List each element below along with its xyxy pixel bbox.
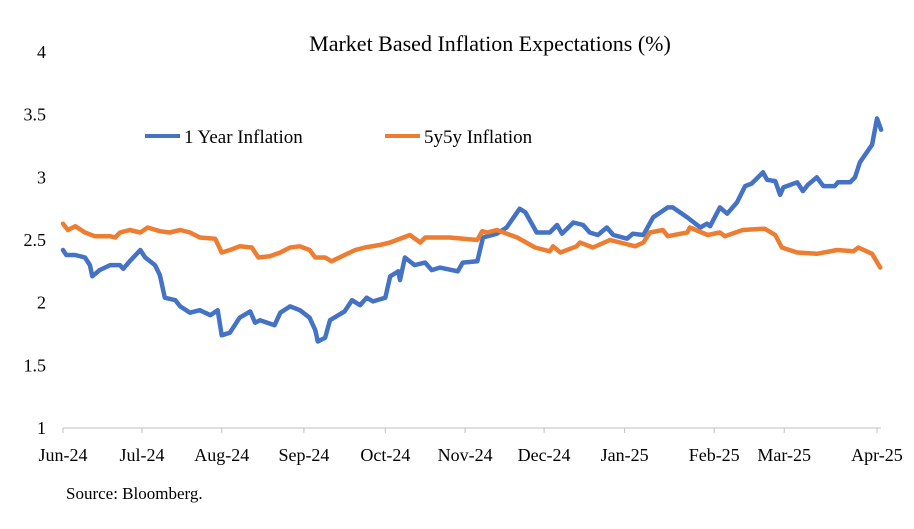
x-tick-label: Nov-24 [438, 445, 493, 465]
series-line-1-year-inflation [60, 116, 884, 344]
x-tick-label: Aug-24 [194, 445, 249, 465]
x-tick-label: Mar-25 [757, 445, 811, 465]
y-tick-label: 1 [37, 418, 46, 438]
y-tick-label: 2 [37, 293, 46, 313]
x-tick-label: Jul-24 [119, 445, 164, 465]
series-line-5y5y-inflation [60, 221, 883, 270]
y-tick-label: 1.5 [24, 355, 47, 375]
source-note: Source: Bloomberg. [66, 484, 203, 503]
x-tick-label: Jan-25 [601, 445, 649, 465]
y-axis: 1 1.5 2 2.5 3 3.5 4 [24, 42, 47, 438]
legend-item-1-year-inflation: 1 Year Inflation [145, 127, 303, 148]
y-tick-label: 2.5 [24, 230, 47, 250]
y-tick-label: 4 [37, 42, 46, 62]
chart-title: Market Based Inflation Expectations (%) [309, 31, 671, 56]
legend-label-5y5y-inflation: 5y5y Inflation [424, 127, 533, 148]
x-tick-label: Jun-24 [39, 445, 88, 465]
x-tick-label: Apr-25 [851, 445, 903, 465]
x-tick-label: Oct-24 [360, 445, 410, 465]
x-tick-label: Dec-24 [518, 445, 571, 465]
x-tick-label: Feb-25 [689, 445, 740, 465]
x-axis: Jun-24 Jul-24 Aug-24 Sep-24 Oct-24 Nov-24 Dec-… [39, 428, 903, 465]
y-tick-label: 3 [37, 167, 46, 187]
y-tick-label: 3.5 [24, 105, 47, 125]
legend-label-1-year-inflation: 1 Year Inflation [184, 127, 303, 148]
legend-item-5y5y-inflation: 5y5y Inflation [385, 127, 533, 148]
x-tick-label: Sep-24 [278, 445, 329, 465]
plot-area [60, 116, 884, 344]
legend: 1 Year Inflation 5y5y Inflation [145, 127, 533, 148]
